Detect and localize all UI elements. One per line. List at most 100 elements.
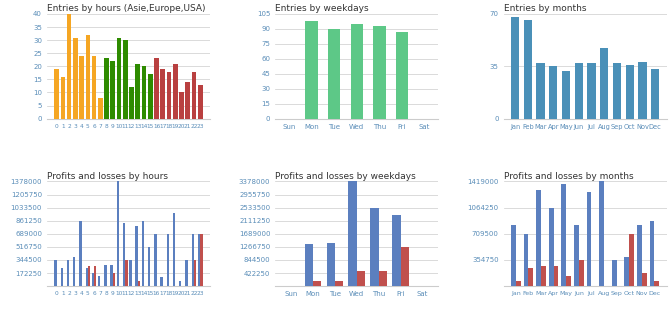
Bar	[523, 234, 529, 286]
Text: Profits and losses by months: Profits and losses by months	[504, 172, 633, 181]
Bar	[111, 61, 115, 119]
Bar	[639, 62, 647, 119]
Text: Entries by weekdays: Entries by weekdays	[275, 4, 369, 13]
Bar	[135, 64, 140, 119]
Bar	[579, 260, 584, 286]
Bar	[192, 72, 196, 119]
Bar	[117, 181, 119, 286]
Bar	[98, 276, 100, 286]
Bar	[396, 32, 408, 119]
Text: Entries by hours (Asie,Europe,USA): Entries by hours (Asie,Europe,USA)	[47, 4, 206, 13]
Bar	[142, 66, 146, 119]
Bar	[651, 69, 659, 119]
Bar	[79, 56, 84, 119]
Bar	[179, 92, 184, 119]
Bar	[86, 35, 90, 119]
Bar	[138, 281, 140, 286]
Bar	[105, 265, 107, 286]
Bar	[637, 225, 642, 286]
Bar	[516, 281, 521, 286]
Bar	[129, 87, 134, 119]
Bar	[626, 65, 634, 119]
Bar	[79, 221, 82, 286]
Bar	[173, 213, 176, 286]
Bar	[566, 276, 571, 286]
Bar	[600, 49, 608, 119]
Bar	[194, 260, 196, 286]
Bar	[88, 267, 90, 286]
Bar	[154, 58, 159, 119]
Bar	[160, 69, 165, 119]
Bar	[167, 72, 172, 119]
Bar	[54, 69, 59, 119]
Bar	[125, 260, 128, 286]
Bar	[60, 77, 65, 119]
Bar	[655, 281, 659, 286]
Bar	[305, 244, 313, 286]
Bar	[357, 271, 365, 286]
Bar	[73, 38, 78, 119]
Bar	[536, 190, 541, 286]
Bar	[511, 225, 516, 286]
Bar	[123, 40, 128, 119]
Bar	[549, 208, 553, 286]
Bar	[179, 281, 182, 286]
Bar	[141, 221, 144, 286]
Bar	[562, 71, 570, 119]
Bar	[148, 74, 153, 119]
Bar	[306, 21, 318, 119]
Bar	[135, 226, 138, 286]
Bar	[379, 271, 387, 286]
Bar	[105, 58, 109, 119]
Bar	[200, 234, 202, 286]
Bar	[173, 64, 178, 119]
Bar	[561, 184, 566, 286]
Bar	[588, 63, 596, 119]
Bar	[186, 260, 188, 286]
Bar	[60, 268, 63, 286]
Bar	[574, 225, 579, 286]
Bar	[529, 268, 533, 286]
Bar	[613, 63, 621, 119]
Bar	[98, 98, 103, 119]
Bar	[117, 38, 121, 119]
Bar	[373, 26, 386, 119]
Bar	[167, 234, 169, 286]
Bar	[511, 17, 519, 119]
Bar	[129, 260, 131, 286]
Bar	[575, 63, 583, 119]
Bar	[111, 265, 113, 286]
Bar	[624, 258, 629, 286]
Bar	[198, 234, 200, 286]
Bar	[328, 29, 340, 119]
Bar	[326, 244, 335, 286]
Bar	[67, 14, 72, 119]
Bar	[148, 247, 150, 286]
Bar	[86, 268, 88, 286]
Bar	[371, 208, 379, 286]
Bar	[537, 63, 545, 119]
Bar	[94, 267, 96, 286]
Bar	[113, 273, 115, 286]
Bar	[599, 181, 604, 286]
Bar	[401, 247, 409, 286]
Bar	[92, 273, 94, 286]
Bar	[553, 266, 558, 286]
Bar	[642, 273, 647, 286]
Bar	[335, 281, 343, 286]
Bar	[313, 281, 321, 286]
Text: Entries by months: Entries by months	[504, 4, 586, 13]
Bar	[192, 234, 194, 286]
Bar	[629, 234, 634, 286]
Bar	[650, 221, 655, 286]
Bar	[524, 20, 532, 119]
Bar	[393, 215, 401, 286]
Bar	[73, 258, 76, 286]
Bar	[612, 260, 616, 286]
Bar	[154, 234, 157, 286]
Bar	[54, 260, 57, 286]
Text: Profits and losses by weekdays: Profits and losses by weekdays	[275, 172, 416, 181]
Bar	[549, 66, 557, 119]
Bar	[587, 192, 592, 286]
Bar	[348, 181, 357, 286]
